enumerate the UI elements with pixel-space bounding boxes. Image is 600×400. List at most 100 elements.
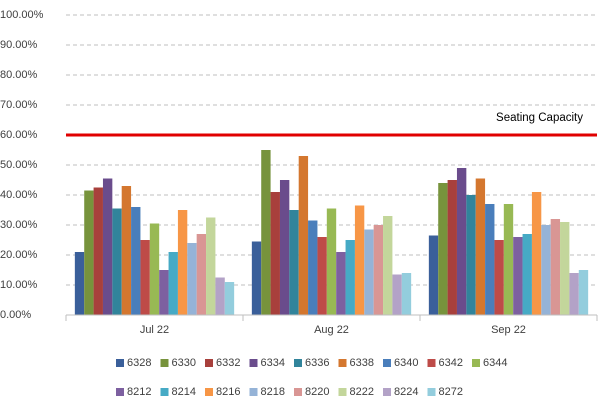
bar (447, 180, 457, 315)
bar (131, 207, 141, 315)
bar (383, 216, 393, 315)
legend-swatch (116, 388, 124, 396)
y-tick-label: 90.00% (0, 39, 38, 51)
bar (196, 234, 207, 315)
reference-label: Seating Capacity (496, 112, 583, 124)
y-tick-label: 20.00% (0, 249, 38, 261)
bar (261, 150, 271, 315)
legend-label: 8216 (216, 386, 240, 398)
bar (168, 252, 178, 315)
bar (206, 217, 216, 315)
legend-swatch (249, 359, 258, 367)
bar (569, 273, 579, 315)
bar (270, 192, 280, 315)
bar (392, 274, 402, 315)
y-tick-label: 50.00% (0, 159, 38, 171)
legend-label: 6344 (483, 357, 507, 369)
bar (149, 223, 160, 315)
legend-label: 8214 (172, 386, 196, 398)
legend-label: 8222 (350, 386, 374, 398)
bar (364, 229, 374, 315)
legend-swatch (249, 388, 258, 396)
legend-label: 6342 (439, 357, 463, 369)
legend-label: 8224 (394, 386, 418, 398)
bar (279, 180, 290, 315)
legend-label: 8220 (305, 386, 329, 398)
bar (177, 210, 188, 315)
y-tick-label: 100.00% (0, 9, 44, 21)
bar (531, 192, 542, 315)
bar (187, 243, 197, 315)
x-tick-label: Aug 22 (314, 324, 349, 336)
bar (317, 237, 327, 315)
legend-label: 8218 (261, 386, 285, 398)
bar (159, 270, 169, 315)
bar (354, 205, 365, 315)
legend-label: 8272 (439, 386, 463, 398)
y-tick-label: 60.00% (0, 129, 38, 141)
bar (224, 282, 235, 315)
legend-swatch (338, 388, 347, 396)
bar (401, 273, 412, 315)
y-tick-label: 30.00% (0, 219, 38, 231)
legend-label: 6336 (305, 357, 329, 369)
bar (485, 204, 495, 315)
bar (215, 277, 225, 315)
bar (466, 195, 476, 315)
legend-swatch (205, 388, 213, 396)
bar (560, 222, 570, 315)
legend-label: 6340 (394, 357, 418, 369)
bar (522, 234, 532, 315)
y-tick-label: 40.00% (0, 189, 38, 201)
bar (102, 178, 113, 315)
bar (494, 240, 504, 315)
legend-swatch (338, 359, 347, 367)
bar (298, 156, 309, 315)
bar (326, 208, 337, 315)
legend-swatch (383, 388, 391, 396)
y-tick-label: 70.00% (0, 99, 38, 111)
bar (140, 240, 150, 315)
bar (578, 270, 589, 315)
bar (112, 208, 122, 315)
legend-swatch (116, 359, 124, 367)
legend-label: 6338 (350, 357, 374, 369)
legend-label: 6334 (261, 357, 285, 369)
bar (541, 225, 551, 315)
legend-label: 6332 (216, 357, 240, 369)
bar (308, 220, 318, 315)
bar (456, 168, 467, 315)
bar (428, 235, 439, 315)
bar (438, 183, 448, 315)
legend-label: 6328 (127, 357, 151, 369)
bar (550, 219, 561, 315)
y-tick-label: 0.00% (0, 309, 31, 321)
bar (84, 190, 94, 315)
legend-swatch (427, 359, 436, 367)
bar (475, 178, 486, 315)
bar (373, 225, 384, 315)
legend-swatch (472, 359, 480, 367)
x-tick-label: Jul 22 (140, 324, 169, 336)
legend-swatch (160, 359, 169, 367)
x-tick-label: Sep 22 (491, 324, 526, 336)
bar (93, 187, 103, 315)
legend-swatch (205, 359, 213, 367)
bar (336, 252, 346, 315)
legend-swatch (294, 388, 302, 396)
bar (345, 240, 355, 315)
legend-swatch (383, 359, 391, 367)
bar (513, 237, 523, 315)
bar (121, 186, 132, 315)
legend-label: 8212 (127, 386, 151, 398)
y-tick-label: 80.00% (0, 69, 38, 81)
legend-label: 6330 (172, 357, 196, 369)
bar (251, 241, 262, 315)
legend-swatch (294, 359, 302, 367)
bar (74, 252, 85, 315)
bar (289, 210, 299, 315)
legend-swatch (160, 388, 169, 396)
bar (503, 204, 514, 315)
y-tick-label: 10.00% (0, 279, 38, 291)
